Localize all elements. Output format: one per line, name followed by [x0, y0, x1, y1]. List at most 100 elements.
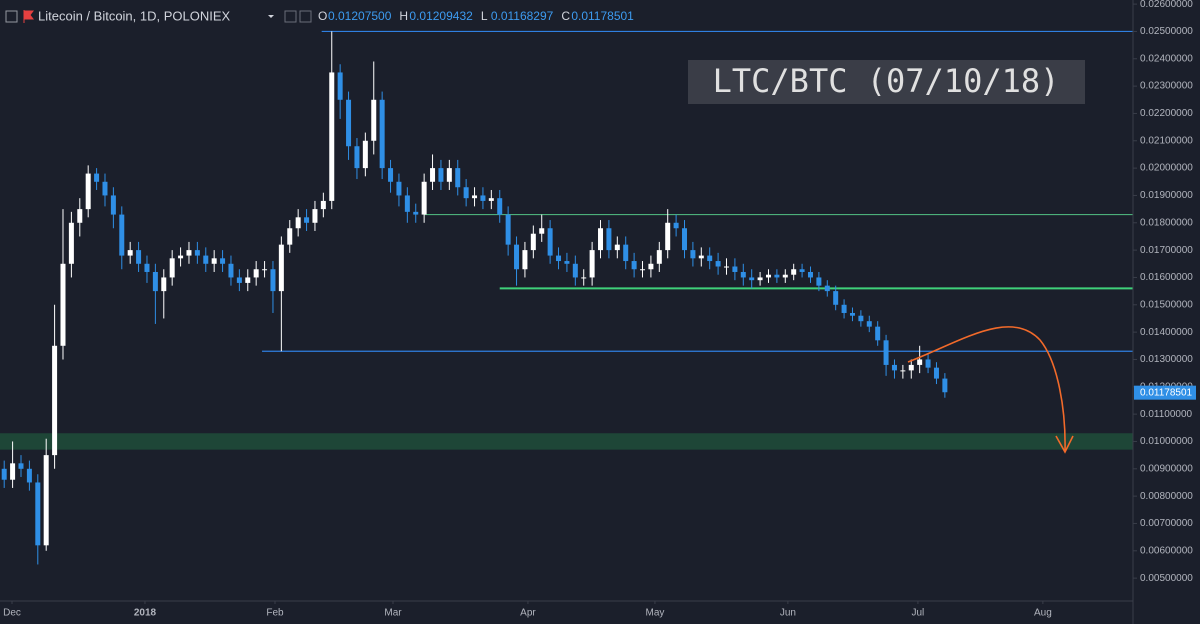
- candle-body: [623, 244, 629, 262]
- candle-body: [816, 277, 822, 286]
- y-tick-label: 0.01600000: [1140, 272, 1193, 283]
- ohlc-key: L: [481, 9, 488, 23]
- settings-icon[interactable]: [284, 10, 297, 23]
- x-tick-label: Mar: [384, 608, 402, 619]
- candle-body: [723, 266, 729, 268]
- ohlc-legend: O 0.01207500 H 0.01209432 L 0.01168297 C 0.0117…: [318, 9, 634, 23]
- candle-body: [942, 378, 948, 393]
- candle-body: [564, 261, 570, 264]
- candle-body: [152, 271, 158, 292]
- candle-body: [371, 99, 377, 141]
- candle-body: [396, 181, 402, 196]
- candle-body: [430, 168, 436, 182]
- candle-body: [908, 364, 914, 371]
- candle-body: [304, 217, 310, 223]
- candle-body: [194, 250, 200, 256]
- y-tick-label: 0.00900000: [1140, 463, 1193, 474]
- x-tick-label: 2018: [134, 608, 157, 619]
- y-tick-label: 0.02500000: [1140, 26, 1193, 37]
- candle-body: [640, 269, 646, 271]
- y-tick-label: 0.01500000: [1140, 299, 1193, 310]
- y-tick-label: 0.00600000: [1140, 545, 1193, 556]
- x-tick-label: Feb: [266, 608, 284, 619]
- dropdown-icon[interactable]: [268, 15, 274, 18]
- candle-body: [26, 468, 32, 483]
- candle-body: [136, 250, 142, 264]
- candle-body: [228, 263, 234, 278]
- candle-body: [110, 195, 116, 215]
- candle-body: [883, 340, 889, 365]
- candle-body: [119, 214, 125, 256]
- candle-body: [102, 181, 108, 196]
- candle-body: [455, 168, 461, 188]
- candle-body: [765, 274, 771, 278]
- candle-body: [665, 222, 671, 251]
- candle-body: [270, 269, 276, 292]
- candle-body: [404, 195, 410, 212]
- y-tick-label: 0.01300000: [1140, 354, 1193, 365]
- flag-icon[interactable]: [23, 10, 34, 23]
- candle-body: [480, 195, 486, 201]
- candle-body: [186, 250, 192, 256]
- expand-icon[interactable]: [5, 10, 18, 23]
- y-tick-label: 0.01100000: [1140, 409, 1193, 420]
- ohlc-key: C: [561, 9, 570, 23]
- last-price-label: 0.01178501: [1140, 387, 1193, 398]
- y-tick-label: 0.01900000: [1140, 190, 1193, 201]
- candle-body: [774, 274, 780, 278]
- candle-body: [169, 258, 175, 278]
- y-tick-label: 0.02600000: [1140, 0, 1193, 10]
- symbol-title[interactable]: Litecoin / Bitcoin, 1D, POLONIEX: [38, 8, 231, 23]
- candle-body: [379, 99, 385, 169]
- y-tick-label: 0.01700000: [1140, 245, 1193, 256]
- candle-body: [43, 455, 49, 546]
- candle-body: [581, 277, 587, 279]
- candle-body: [488, 198, 494, 201]
- candle-body: [77, 209, 83, 223]
- candle-body: [648, 263, 654, 270]
- candle-body: [354, 146, 360, 169]
- candle-body: [421, 181, 427, 215]
- candle-body: [178, 255, 184, 259]
- candle-body: [522, 250, 528, 270]
- candle-body: [682, 228, 688, 251]
- hide-icon[interactable]: [299, 10, 312, 23]
- candle-body: [539, 228, 545, 234]
- ohlc-value: 0.01209432: [409, 9, 473, 23]
- ohlc-value: 0.01168297: [491, 9, 554, 23]
- candle-body: [589, 250, 595, 278]
- last-price-box: [1134, 385, 1196, 400]
- y-tick-label: 0.01400000: [1140, 327, 1193, 338]
- candle-body: [287, 228, 293, 245]
- candle-body: [438, 168, 444, 182]
- candle-body: [220, 258, 226, 264]
- candle-body: [413, 211, 419, 215]
- candle-body: [925, 359, 931, 368]
- y-tick-label: 0.02100000: [1140, 135, 1193, 146]
- candle-body: [514, 244, 520, 270]
- annotation: LTC/BTC (07/10/18): [713, 62, 1060, 100]
- y-tick-label: 0.00700000: [1140, 518, 1193, 529]
- candle-body: [320, 200, 326, 210]
- ohlc-key: H: [399, 9, 408, 23]
- ohlc-value: 0.01207500: [328, 9, 392, 23]
- candle-body: [858, 315, 864, 322]
- candle-body: [707, 255, 713, 262]
- candle-body: [144, 263, 150, 272]
- x-tick-label: Apr: [520, 608, 536, 619]
- candle-body: [530, 233, 536, 251]
- candle-body: [673, 222, 679, 229]
- candle-body: [1, 468, 7, 480]
- support-zone: [0, 433, 1133, 450]
- candle-body: [841, 304, 847, 313]
- candle-body: [598, 228, 604, 251]
- candle-body: [656, 250, 662, 264]
- candle-body: [891, 364, 897, 371]
- candle-body: [715, 261, 721, 267]
- candle-body: [18, 463, 24, 469]
- candle-body: [799, 269, 805, 272]
- x-tick-label: Jun: [780, 608, 796, 619]
- candle-body: [245, 277, 251, 283]
- candle-body: [933, 367, 939, 379]
- candle-body: [497, 198, 503, 215]
